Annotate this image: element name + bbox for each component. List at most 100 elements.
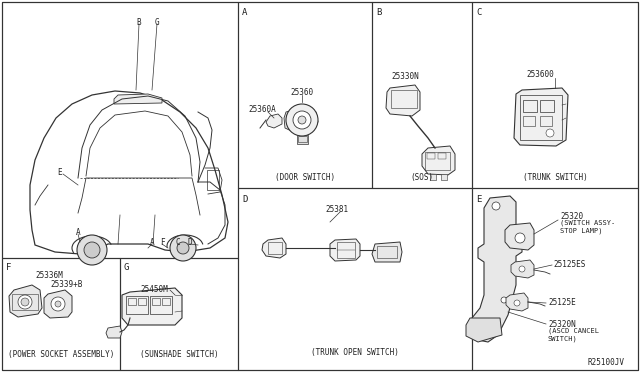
Text: SWITCH): SWITCH)	[548, 336, 578, 343]
Text: G: G	[155, 18, 159, 27]
Bar	[268, 242, 282, 254]
Polygon shape	[30, 91, 228, 254]
Circle shape	[286, 104, 318, 136]
Bar	[138, 298, 146, 305]
Circle shape	[84, 242, 100, 258]
Text: 25360A: 25360A	[248, 105, 276, 114]
Bar	[162, 298, 170, 305]
Bar	[372, 2, 472, 188]
Polygon shape	[106, 326, 122, 338]
Bar	[2, 2, 238, 258]
Bar	[377, 246, 397, 258]
Polygon shape	[386, 85, 420, 116]
Polygon shape	[266, 114, 282, 128]
Polygon shape	[122, 288, 182, 325]
Polygon shape	[430, 174, 436, 180]
Text: 25339+B: 25339+B	[50, 280, 83, 289]
Circle shape	[514, 300, 520, 306]
Text: A: A	[76, 228, 80, 237]
Text: 25360: 25360	[291, 88, 314, 97]
Polygon shape	[262, 238, 286, 258]
Text: 25320: 25320	[560, 212, 583, 221]
Bar	[150, 296, 172, 314]
Text: STOP LAMP): STOP LAMP)	[560, 228, 602, 234]
Polygon shape	[505, 223, 534, 250]
Text: D: D	[242, 195, 248, 204]
Bar	[238, 2, 372, 188]
Bar	[427, 153, 435, 159]
Text: (TRUNK SWITCH): (TRUNK SWITCH)	[523, 173, 588, 182]
Text: A: A	[150, 238, 154, 247]
Text: C: C	[476, 8, 481, 17]
Text: (SUNSHADE SWITCH): (SUNSHADE SWITCH)	[140, 350, 218, 359]
Bar	[523, 116, 535, 126]
Polygon shape	[511, 260, 534, 278]
Bar	[425, 152, 450, 170]
Text: E: E	[476, 195, 481, 204]
Text: 25381: 25381	[325, 205, 348, 214]
Text: F: F	[160, 238, 164, 247]
Bar	[126, 296, 148, 314]
Bar	[207, 170, 219, 190]
Circle shape	[170, 235, 196, 261]
Bar	[128, 298, 136, 305]
Bar	[523, 100, 537, 112]
Text: F: F	[6, 263, 12, 272]
Text: C: C	[176, 238, 180, 247]
Text: 253600: 253600	[526, 70, 554, 79]
Polygon shape	[114, 94, 162, 104]
Circle shape	[293, 111, 311, 129]
Polygon shape	[466, 318, 502, 342]
Circle shape	[177, 242, 189, 254]
Bar	[238, 188, 472, 370]
Bar	[438, 153, 446, 159]
Text: 25125ES: 25125ES	[553, 260, 586, 269]
Text: 25330N: 25330N	[391, 72, 419, 81]
Polygon shape	[441, 174, 447, 180]
Bar	[12, 294, 38, 310]
Circle shape	[492, 202, 500, 210]
Text: G: G	[124, 263, 129, 272]
Text: R25100JV: R25100JV	[588, 358, 625, 367]
Polygon shape	[284, 108, 318, 136]
Circle shape	[18, 295, 32, 309]
Text: B: B	[137, 18, 141, 27]
Text: E: E	[58, 168, 62, 177]
Circle shape	[298, 116, 306, 124]
Text: D: D	[188, 238, 192, 247]
Bar	[337, 242, 355, 258]
Bar	[472, 188, 638, 370]
Text: B: B	[376, 8, 381, 17]
Text: 25450M: 25450M	[140, 285, 168, 294]
Bar	[120, 258, 238, 370]
Polygon shape	[472, 196, 522, 342]
Text: (SOS): (SOS)	[410, 173, 433, 182]
Polygon shape	[514, 88, 568, 146]
Circle shape	[55, 301, 61, 307]
Polygon shape	[372, 242, 402, 262]
Circle shape	[51, 297, 65, 311]
Bar	[540, 100, 554, 112]
Text: 25320N: 25320N	[548, 320, 576, 329]
Text: 25125E: 25125E	[548, 298, 576, 307]
Polygon shape	[9, 285, 42, 317]
Circle shape	[77, 235, 107, 265]
Polygon shape	[44, 290, 72, 318]
Text: 25336M: 25336M	[35, 271, 63, 280]
Polygon shape	[297, 135, 308, 144]
Circle shape	[519, 266, 525, 272]
Bar	[391, 90, 417, 108]
Circle shape	[21, 298, 29, 306]
Text: (SWITCH ASSY-: (SWITCH ASSY-	[560, 220, 615, 227]
Polygon shape	[506, 293, 528, 311]
Circle shape	[546, 129, 554, 137]
Circle shape	[501, 297, 507, 303]
Polygon shape	[330, 239, 360, 261]
Bar	[520, 95, 562, 140]
Bar	[472, 2, 638, 188]
Bar	[298, 136, 307, 142]
Text: A: A	[242, 8, 248, 17]
Circle shape	[515, 233, 525, 243]
Bar	[152, 298, 160, 305]
Bar	[540, 116, 552, 126]
